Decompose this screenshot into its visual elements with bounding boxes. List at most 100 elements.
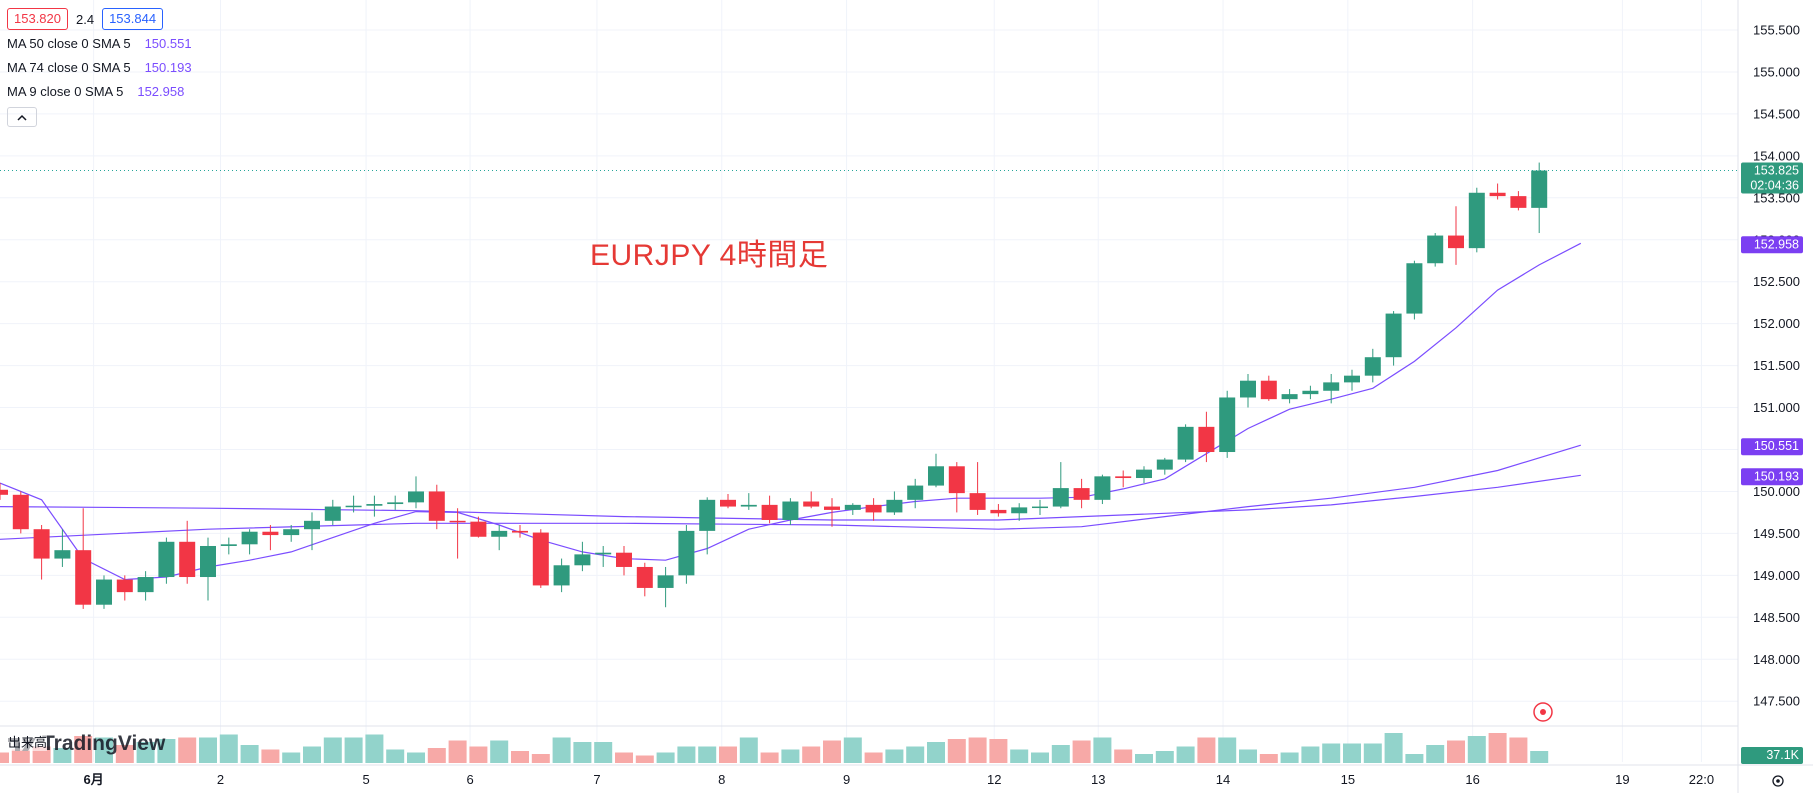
indicator-ma74[interactable]: MA 74 close 0 SMA 5 150.193 (7, 55, 192, 79)
candle[interactable] (1011, 503, 1028, 521)
candle-body (928, 466, 944, 486)
candle[interactable] (116, 575, 133, 601)
candle[interactable] (1052, 462, 1069, 509)
candle[interactable] (1406, 260, 1423, 320)
candle[interactable] (1260, 375, 1277, 401)
candle[interactable] (636, 562, 653, 597)
candle[interactable] (512, 525, 528, 538)
candle[interactable] (761, 495, 778, 524)
candle[interactable] (1531, 162, 1548, 234)
collapse-legend-button[interactable] (7, 107, 37, 127)
candle[interactable] (54, 529, 71, 567)
candle[interactable] (408, 476, 424, 509)
candle[interactable] (491, 525, 508, 551)
candle[interactable] (220, 537, 237, 555)
candle[interactable] (366, 495, 383, 517)
candle[interactable] (969, 462, 986, 515)
candle[interactable] (1032, 499, 1048, 515)
candle[interactable] (241, 529, 258, 555)
time-tick-label: 16 (1465, 772, 1479, 787)
time-axis[interactable]: 6月 2 5 6 7 8 9 12 13 14 15 16 19 22:0 (83, 772, 1714, 787)
candle[interactable] (1073, 478, 1090, 509)
candle[interactable] (1323, 373, 1340, 404)
candle[interactable] (283, 525, 300, 542)
candle[interactable] (1115, 470, 1132, 488)
candle[interactable] (740, 493, 757, 510)
candle[interactable] (158, 537, 175, 584)
volume-bar (1322, 743, 1341, 763)
candle[interactable] (179, 520, 196, 584)
candle[interactable] (803, 491, 820, 509)
candle[interactable] (1219, 390, 1236, 458)
candle[interactable] (304, 512, 320, 551)
candle[interactable] (616, 545, 632, 576)
candle-body (595, 552, 612, 555)
candle[interactable] (657, 566, 674, 608)
time-tick-label: 22:0 (1689, 772, 1714, 787)
candle[interactable] (200, 537, 216, 601)
candle[interactable] (1156, 457, 1173, 475)
candle[interactable] (699, 497, 716, 555)
record-indicator-icon[interactable] (1533, 702, 1553, 722)
candle[interactable] (782, 498, 799, 526)
volume-bar (719, 746, 737, 763)
price-axis[interactable]: 155.500155.000154.500154.000153.500153.0… (1741, 23, 1803, 765)
settings-gear-icon[interactable] (1772, 775, 1784, 787)
bid-price-box[interactable]: 153.820 (7, 8, 68, 30)
candle[interactable] (12, 491, 29, 534)
indicator-ma9[interactable]: MA 9 close 0 SMA 5 152.958 (7, 79, 192, 103)
indicator-ma50[interactable]: MA 50 close 0 SMA 5 150.551 (7, 31, 192, 55)
candle[interactable] (1427, 233, 1444, 267)
candle[interactable] (844, 503, 861, 515)
candle[interactable] (595, 545, 612, 567)
candle[interactable] (720, 493, 736, 509)
volume-bar (615, 752, 633, 763)
candle[interactable] (387, 495, 404, 510)
price-tick-label: 147.500 (1753, 694, 1800, 709)
candle[interactable] (1094, 474, 1111, 505)
candle[interactable] (1177, 424, 1194, 463)
candle[interactable] (1468, 187, 1485, 253)
candle[interactable] (324, 499, 341, 526)
candle[interactable] (33, 525, 50, 580)
candle[interactable] (262, 525, 279, 551)
candle[interactable] (865, 498, 882, 521)
candle[interactable] (574, 541, 591, 572)
candle[interactable] (428, 484, 445, 530)
candle[interactable] (1240, 373, 1256, 408)
candle[interactable] (990, 504, 1007, 517)
candle[interactable] (1364, 348, 1381, 383)
candle[interactable] (532, 529, 549, 588)
candle[interactable] (553, 558, 570, 593)
candle[interactable] (137, 571, 154, 601)
candle[interactable] (75, 508, 92, 609)
candle[interactable] (907, 478, 924, 509)
ask-price-box[interactable]: 153.844 (102, 8, 164, 30)
candle[interactable] (0, 483, 8, 500)
volume-bar (573, 742, 592, 763)
candle[interactable] (678, 525, 695, 584)
candle[interactable] (886, 491, 903, 515)
candle[interactable] (1489, 183, 1506, 200)
candle[interactable] (1302, 385, 1319, 400)
candle[interactable] (1281, 389, 1298, 404)
candle[interactable] (1136, 466, 1152, 484)
candle[interactable] (948, 462, 965, 513)
volume-bar (0, 752, 9, 763)
candle[interactable] (1510, 191, 1527, 211)
candle[interactable] (345, 495, 362, 513)
candle[interactable] (1198, 411, 1215, 463)
candle[interactable] (928, 453, 944, 488)
candle[interactable] (96, 575, 112, 609)
candle[interactable] (449, 508, 466, 559)
candle[interactable] (1448, 206, 1464, 265)
candle-body (387, 502, 404, 505)
volume-bar (240, 745, 259, 763)
candle[interactable] (1344, 369, 1360, 391)
candle[interactable] (824, 498, 840, 527)
candle-body (33, 529, 50, 559)
candle[interactable] (1385, 311, 1402, 366)
candle[interactable] (470, 516, 487, 538)
